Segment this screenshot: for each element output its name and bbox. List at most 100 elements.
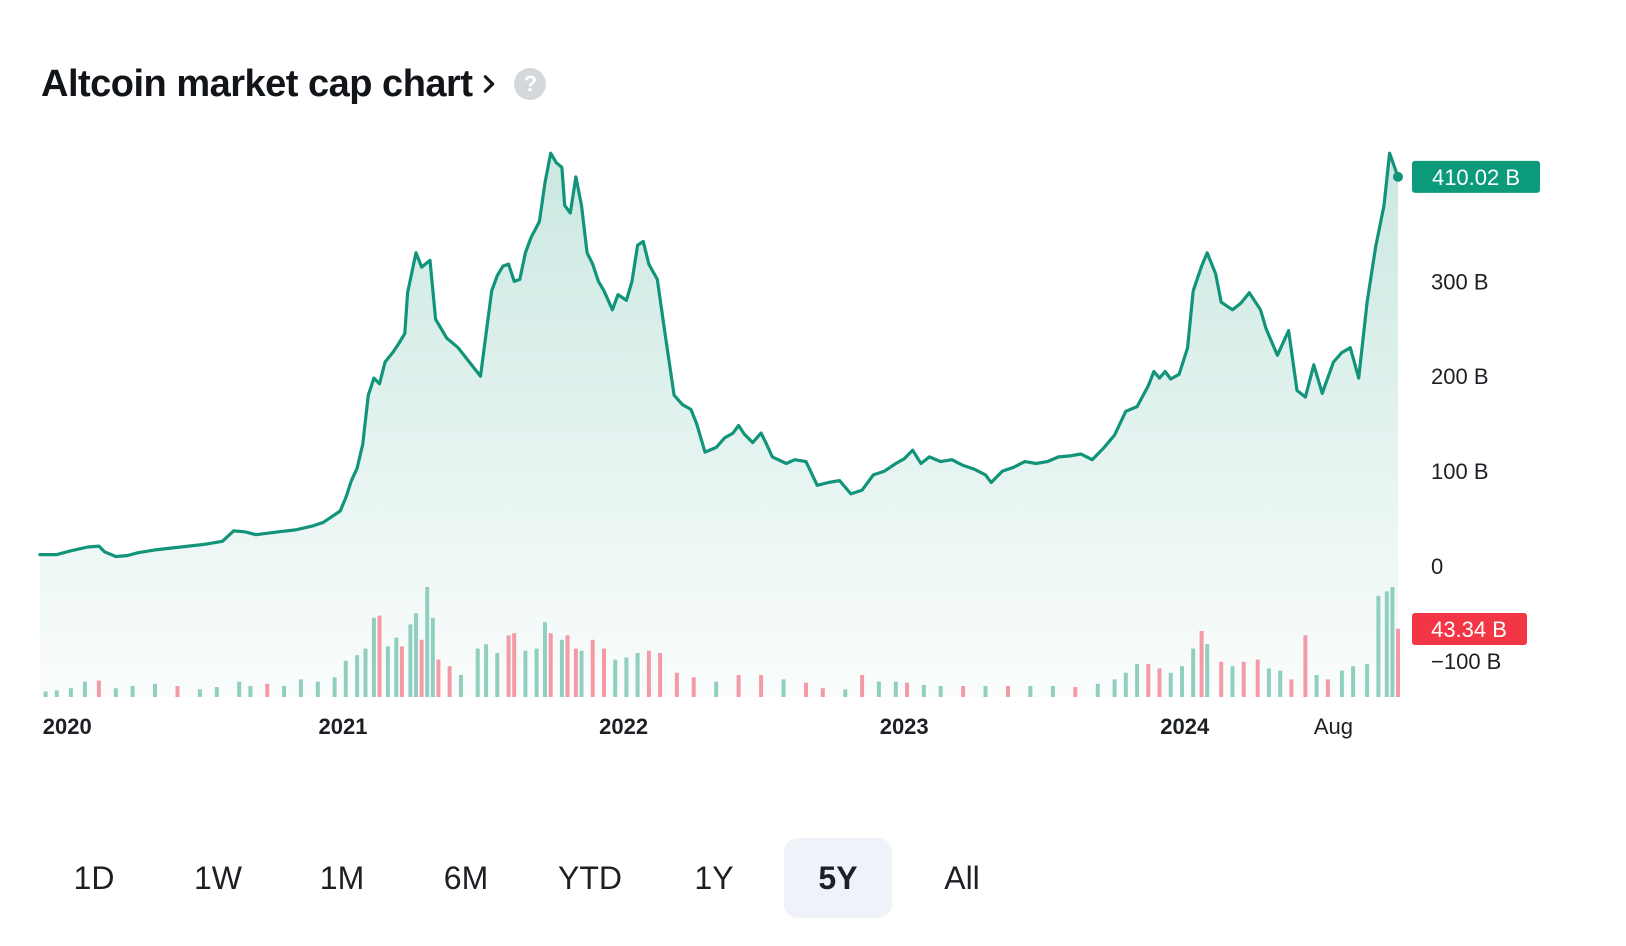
volume-bar (1241, 661, 1246, 697)
volume-bar (1191, 648, 1196, 697)
volume-bar (613, 659, 618, 697)
volume-bar (691, 677, 696, 697)
volume-bar (893, 681, 898, 697)
time-range-selector: 1D 1W 1M 6M YTD 1Y 5Y All (40, 838, 1032, 918)
volume-bar (1073, 687, 1078, 697)
volume-bar (175, 686, 180, 697)
volume-bar (921, 684, 926, 697)
volume-bar (602, 648, 606, 697)
volume-bar (736, 675, 741, 697)
volume-bar (860, 675, 865, 697)
volume-bar (579, 650, 584, 697)
range-button-1w[interactable]: 1W (194, 859, 242, 896)
volume-bar (1123, 672, 1128, 697)
volume-bar (54, 690, 59, 697)
volume-bar (506, 635, 511, 697)
volume-bar (1266, 668, 1271, 697)
volume-bar (399, 646, 404, 697)
x-tick-label: 2023 (880, 714, 929, 739)
volume-bar (419, 639, 424, 697)
x-tick-label: 2024 (1160, 714, 1210, 739)
volume-bar (1095, 683, 1100, 697)
volume-bar (385, 646, 390, 697)
chart-header: Altcoin market cap chart ? (41, 58, 547, 110)
last-volume-label: 43.34 B (1431, 617, 1507, 642)
chevron-right-icon[interactable] (478, 73, 500, 95)
range-button-1d[interactable]: 1D (73, 859, 115, 896)
volume-bar (1180, 666, 1184, 697)
range-button-5y[interactable]: 5Y (784, 838, 892, 918)
volume-bar (43, 691, 48, 697)
volume-bar (484, 644, 489, 697)
volume-bar (523, 650, 528, 697)
volume-bar (1205, 644, 1210, 697)
volume-bar (674, 672, 679, 697)
x-axis: 2020 2021 2022 2023 2024 Aug (43, 714, 1353, 739)
volume-bar (1390, 587, 1395, 697)
volume-bar (1351, 666, 1356, 697)
volume-bar (495, 653, 500, 697)
range-button-6m[interactable]: 6M (443, 859, 489, 896)
volume-bar (843, 689, 848, 697)
last-volume-tag (1412, 613, 1527, 645)
volume-bar (1135, 664, 1140, 697)
help-icon[interactable]: ? (514, 68, 547, 100)
volume-bar (1396, 628, 1400, 697)
volume-bar (905, 682, 909, 697)
last-price-tag (1412, 160, 1540, 193)
y-tick-label: 200 B (1431, 364, 1489, 389)
range-button-1y[interactable]: 1Y (694, 859, 734, 896)
volume-bar (573, 648, 578, 697)
volume-bar (781, 679, 786, 697)
volume-bar (343, 660, 348, 697)
y-tick-label: −100 B (1431, 649, 1501, 674)
volume-bar (425, 587, 430, 697)
volume-bar (512, 633, 517, 697)
volume-bar (237, 681, 242, 697)
volume-bar (1230, 666, 1235, 697)
last-price-label: 410.02 B (1432, 165, 1520, 190)
volume-bar (436, 659, 441, 697)
volume-bar (1146, 664, 1151, 697)
x-tick-label: Aug (1314, 714, 1353, 739)
volume-bar (1376, 595, 1381, 697)
range-button-all[interactable]: All (944, 859, 980, 896)
volume-bar (983, 686, 988, 697)
volume-bar (332, 677, 337, 697)
volume-bar (820, 688, 825, 697)
volume-bar (1384, 591, 1389, 697)
chart-title[interactable]: Altcoin market cap chart (41, 62, 473, 105)
volume-bar (534, 648, 539, 697)
volume-bar (635, 653, 640, 697)
range-button-1m[interactable]: 1M (319, 859, 365, 896)
y-tick-label: 100 B (1431, 459, 1489, 484)
volume-bar (447, 666, 452, 697)
volume-bar (430, 617, 435, 697)
price-area-fill (40, 153, 1398, 697)
volume-bar (475, 648, 480, 697)
volume-bar (543, 622, 547, 697)
volume-bar (408, 624, 413, 697)
price-line (38, 151, 1400, 559)
volume-bar (1339, 670, 1344, 697)
volume-bar (458, 675, 463, 697)
range-button-ytd[interactable]: YTD (558, 859, 622, 896)
volume-bar (1303, 635, 1308, 697)
volume-bar (214, 687, 219, 697)
volume-bar (248, 686, 253, 697)
volume-bar (590, 639, 595, 697)
volume-bar (1028, 686, 1033, 697)
volume-bar (68, 688, 73, 697)
volume-bar (961, 686, 966, 697)
volume-bar (1112, 679, 1117, 697)
volume-bar (1050, 686, 1055, 697)
volume-bar (153, 683, 157, 697)
volume-bar (394, 637, 399, 697)
x-tick-label: 2021 (319, 714, 368, 739)
volume-bar (96, 680, 101, 697)
y-tick-label: 0 (1431, 554, 1443, 579)
volume-bar (282, 686, 287, 697)
volume-bar (714, 681, 719, 697)
volume-bar (363, 648, 368, 697)
